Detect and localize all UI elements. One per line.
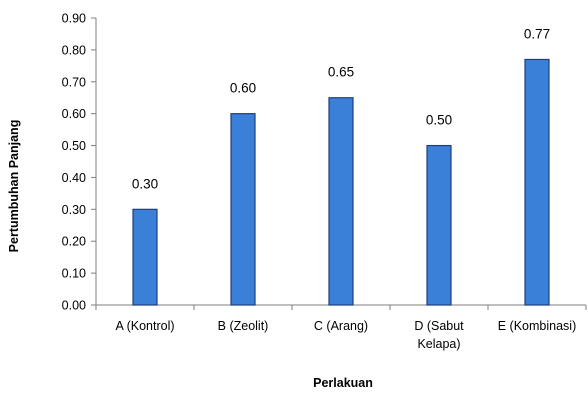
x-category-label: D (Sabut Kelapa)	[414, 319, 464, 351]
y-tick-label: 0.60	[62, 107, 86, 121]
y-tick-label: 0.50	[62, 139, 86, 153]
y-tick-label: 0.70	[62, 75, 86, 89]
y-tick-label: 0.90	[62, 12, 86, 26]
data-label: 0.77	[524, 26, 550, 41]
bar-1	[133, 209, 157, 305]
data-label: 0.30	[132, 176, 158, 191]
x-category-label: A (Kontrol)	[115, 319, 174, 333]
x-axis-title: Perlakuan	[313, 376, 373, 390]
data-label: 0.60	[230, 81, 256, 96]
bar-5	[525, 59, 549, 305]
bar-4	[427, 146, 451, 305]
y-tick-label: 0.30	[62, 203, 86, 217]
bar-2	[231, 114, 255, 305]
y-tick-label: 0.20	[62, 235, 86, 249]
data-label: 0.65	[328, 65, 354, 80]
y-axis-title: Pertumbuhan Panjang	[7, 120, 21, 253]
y-tick-label: 0.40	[62, 171, 86, 185]
x-category-label: B (Zeolit)	[218, 319, 269, 333]
y-tick-label: 0.10	[62, 267, 86, 281]
bar-3	[329, 98, 353, 305]
bars-group	[133, 59, 549, 305]
x-category-label: C (Arang)	[314, 319, 368, 333]
y-tick-label: 0.80	[62, 43, 86, 57]
data-label: 0.50	[426, 113, 452, 128]
x-category-label: E (Kombinasi)	[498, 319, 577, 333]
y-tick-label: 0.00	[62, 299, 86, 313]
